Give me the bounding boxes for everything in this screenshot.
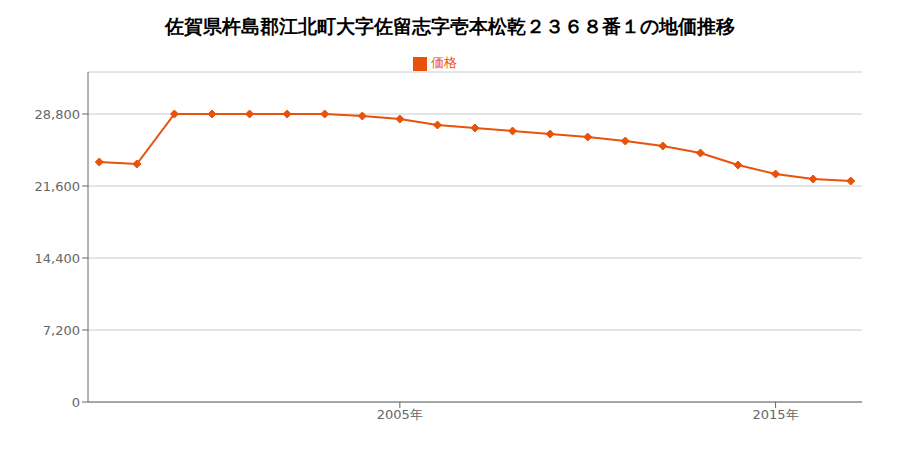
svg-text:0: 0: [72, 395, 80, 410]
svg-text:2015年: 2015年: [753, 407, 799, 422]
svg-text:7,200: 7,200: [43, 323, 80, 338]
html-text:価格: 価格: [431, 55, 457, 70]
svg-text:21,600: 21,600: [35, 179, 81, 194]
html-text:佐賀県杵島郡江北町大字佐留志字壱本松乾２３６８番１の地価推移: 佐賀県杵島郡江北町大字佐留志字壱本松乾２３６８番１の地価推移: [165, 15, 735, 37]
svg-text:2005年: 2005年: [377, 407, 423, 422]
svg-text:28,800: 28,800: [35, 107, 81, 122]
svg-text:14,400: 14,400: [35, 251, 81, 266]
